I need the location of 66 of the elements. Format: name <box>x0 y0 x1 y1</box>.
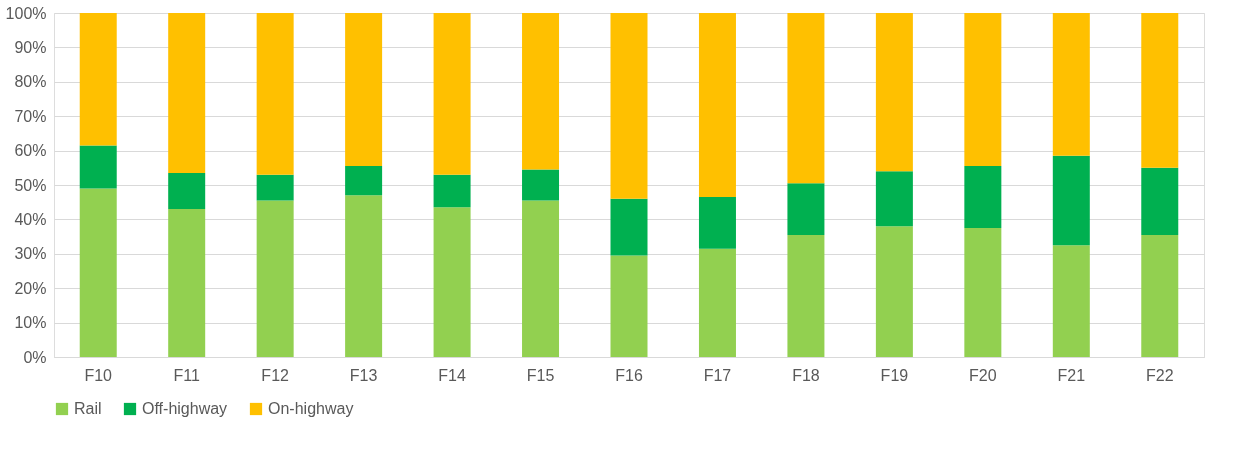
legend-label: On-highway <box>268 400 354 417</box>
y-tick-label: 10% <box>14 314 47 332</box>
bar <box>875 171 913 227</box>
bar <box>964 166 1002 228</box>
x-tick-label: F20 <box>969 366 997 384</box>
x-tick-label: F13 <box>349 366 378 384</box>
bar <box>79 13 117 146</box>
x-tick-label: F11 <box>173 366 200 384</box>
bar <box>1141 13 1179 168</box>
legend-label: Off-highway <box>142 400 228 417</box>
y-tick-label: 100% <box>5 4 47 22</box>
bar <box>610 198 648 256</box>
bar <box>964 13 1002 167</box>
bar <box>522 13 560 170</box>
bar <box>875 226 913 357</box>
y-tick-label: 70% <box>14 107 47 125</box>
bar <box>522 200 560 357</box>
legend-label: Rail <box>74 400 102 417</box>
bar <box>433 13 471 175</box>
x-tick-label: F19 <box>880 366 909 384</box>
y-tick-label: 30% <box>14 245 47 263</box>
bar <box>1052 155 1090 246</box>
bar <box>79 188 117 357</box>
bar <box>698 13 736 198</box>
bar <box>345 166 383 196</box>
bar <box>964 228 1002 357</box>
bar <box>256 174 294 201</box>
bar <box>79 145 117 189</box>
bar <box>698 248 736 357</box>
x-tick-label: F12 <box>261 366 290 384</box>
x-tick-label: F10 <box>84 366 113 384</box>
bar <box>1141 234 1179 357</box>
y-tick-label: 40% <box>14 210 47 228</box>
y-tick-label: 20% <box>14 279 47 297</box>
bar <box>1052 13 1090 156</box>
bar <box>875 13 913 172</box>
y-tick-label: 80% <box>14 73 47 91</box>
x-tick-label: F21 <box>1057 366 1086 384</box>
bar <box>787 234 825 357</box>
x-tick-label: F14 <box>438 366 466 384</box>
bar <box>522 169 560 201</box>
bar <box>1052 245 1090 357</box>
bar <box>433 207 471 357</box>
bar <box>256 13 294 175</box>
bar <box>787 183 825 235</box>
bar <box>787 13 825 184</box>
x-tick-label: F15 <box>526 366 555 384</box>
x-tick-label: F22 <box>1145 366 1174 384</box>
y-tick-label: 0% <box>23 348 47 366</box>
bar <box>168 13 206 173</box>
bar <box>433 174 471 208</box>
bar <box>345 195 383 357</box>
bar <box>345 13 383 167</box>
bar <box>698 197 736 249</box>
bar <box>610 255 648 357</box>
y-tick-label: 90% <box>14 38 47 56</box>
x-tick-label: F17 <box>703 366 732 384</box>
bar <box>168 209 206 357</box>
bar <box>1141 167 1179 235</box>
x-tick-label: F18 <box>792 366 820 384</box>
y-tick-label: 50% <box>14 176 47 194</box>
bar <box>610 13 648 199</box>
bar <box>256 200 294 357</box>
bar <box>168 172 206 210</box>
x-tick-label: F16 <box>615 366 643 384</box>
y-tick-label: 60% <box>14 142 47 160</box>
